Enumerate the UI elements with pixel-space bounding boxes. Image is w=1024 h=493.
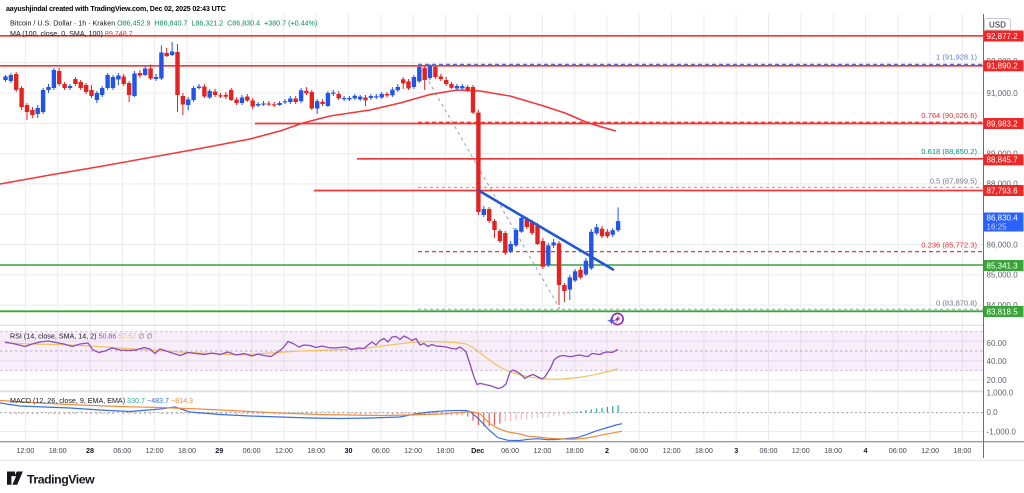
svg-text:aayushjindal created with Trad: aayushjindal created with TradingView.co… — [6, 5, 226, 13]
svg-text:Bitcoin / U.S. Dollar · 1h · K: Bitcoin / U.S. Dollar · 1h · Kraken O86,… — [10, 20, 317, 28]
svg-text:18:00: 18:00 — [436, 446, 454, 455]
svg-text:12:00: 12:00 — [146, 446, 164, 455]
svg-text:06:00: 06:00 — [113, 446, 131, 455]
svg-text:18:00: 18:00 — [566, 446, 584, 455]
svg-text:91,000.0: 91,000.0 — [987, 89, 1019, 98]
svg-text:12:00: 12:00 — [275, 446, 293, 455]
svg-text:2: 2 — [605, 446, 609, 455]
svg-text:06:00: 06:00 — [630, 446, 648, 455]
svg-text:1 (91,928.1): 1 (91,928.1) — [936, 53, 977, 62]
svg-text:18:00: 18:00 — [824, 446, 842, 455]
svg-text:92,877.2: 92,877.2 — [987, 32, 1019, 41]
svg-text:18:00: 18:00 — [307, 446, 325, 455]
svg-text:86,830.4: 86,830.4 — [987, 214, 1019, 223]
svg-text:0.0: 0.0 — [987, 408, 999, 417]
svg-text:TradingView: TradingView — [27, 473, 95, 487]
svg-text:MA (100, close, 0, SMA, 100) 8: MA (100, close, 0, SMA, 100) 89,748.7 — [10, 30, 133, 38]
svg-text:0 (83,870.8): 0 (83,870.8) — [936, 299, 977, 308]
svg-text:4: 4 — [864, 446, 868, 455]
svg-text:0.236 (85,772.3): 0.236 (85,772.3) — [921, 241, 977, 250]
svg-text:86,000.0: 86,000.0 — [987, 240, 1019, 249]
svg-text:0.5 (87,899.5): 0.5 (87,899.5) — [930, 177, 978, 186]
svg-text:12:00: 12:00 — [533, 446, 551, 455]
svg-text:MACD (12, 26, close, 9, EMA, E: MACD (12, 26, close, 9, EMA, EMA) 330.7 … — [10, 397, 193, 405]
svg-text:40.00: 40.00 — [987, 357, 1008, 366]
svg-text:16:25: 16:25 — [987, 223, 1008, 232]
svg-text:06:00: 06:00 — [501, 446, 519, 455]
svg-text:30: 30 — [345, 446, 353, 455]
svg-text:RSI (14, close, SMA, 14, 2) 50: RSI (14, close, SMA, 14, 2) 50.86 57.57 … — [10, 333, 153, 341]
svg-text:18:00: 18:00 — [953, 446, 971, 455]
svg-text:18:00: 18:00 — [695, 446, 713, 455]
svg-text:85,000.0: 85,000.0 — [987, 271, 1019, 280]
svg-text:1,000.0: 1,000.0 — [987, 388, 1014, 397]
svg-text:83,818.5: 83,818.5 — [987, 307, 1019, 316]
svg-text:0.764 (90,026.6): 0.764 (90,026.6) — [921, 111, 977, 120]
svg-text:06:00: 06:00 — [372, 446, 390, 455]
svg-text:89,983.2: 89,983.2 — [987, 119, 1019, 128]
svg-text:-1,000.0: -1,000.0 — [987, 427, 1017, 436]
svg-text:88,845.7: 88,845.7 — [987, 156, 1019, 165]
svg-text:Dec: Dec — [471, 446, 484, 455]
svg-text:18:00: 18:00 — [49, 446, 67, 455]
svg-text:89,000.0: 89,000.0 — [987, 149, 1019, 158]
svg-text:20.00: 20.00 — [987, 376, 1008, 385]
svg-text:06:00: 06:00 — [760, 446, 778, 455]
svg-text:91,890.2: 91,890.2 — [987, 62, 1019, 71]
svg-text:12:00: 12:00 — [16, 446, 34, 455]
svg-text:88,000.0: 88,000.0 — [987, 180, 1019, 189]
svg-text:18:00: 18:00 — [178, 446, 196, 455]
svg-text:0.618 (88,850.2): 0.618 (88,850.2) — [921, 147, 977, 156]
svg-text:12:00: 12:00 — [792, 446, 810, 455]
svg-text:84,000.0: 84,000.0 — [987, 301, 1019, 310]
svg-text:06:00: 06:00 — [889, 446, 907, 455]
svg-text:12:00: 12:00 — [663, 446, 681, 455]
svg-text:3: 3 — [734, 446, 738, 455]
svg-text:12:00: 12:00 — [921, 446, 939, 455]
svg-text:60.00: 60.00 — [987, 339, 1008, 348]
svg-text:85,341.3: 85,341.3 — [987, 261, 1019, 270]
svg-text:12:00: 12:00 — [404, 446, 422, 455]
svg-text:29: 29 — [215, 446, 223, 455]
svg-text:87,793.6: 87,793.6 — [987, 186, 1019, 195]
svg-text:06:00: 06:00 — [243, 446, 261, 455]
svg-text:28: 28 — [86, 446, 94, 455]
svg-text:USD: USD — [989, 20, 1006, 29]
